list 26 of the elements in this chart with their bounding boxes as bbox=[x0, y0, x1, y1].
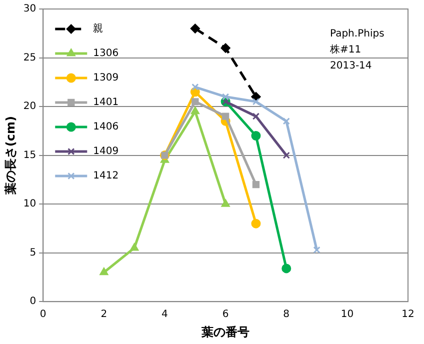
annotation: 2013-14 bbox=[330, 60, 372, 72]
x-tick-label: 0 bbox=[40, 309, 46, 320]
legend-label: 1306 bbox=[93, 48, 119, 60]
y-tick-label: 10 bbox=[23, 198, 36, 210]
legend-label: 1309 bbox=[93, 72, 119, 84]
legend-label: 1409 bbox=[93, 146, 119, 158]
x-axis-title: 葉の番号 bbox=[200, 324, 250, 339]
x-tick-label: 10 bbox=[340, 309, 354, 320]
annotation: 株#11 bbox=[329, 44, 362, 56]
y-tick-label: 0 bbox=[30, 296, 36, 308]
y-tick-label: 5 bbox=[30, 247, 36, 258]
legend-label: 1401 bbox=[93, 97, 119, 108]
y-tick-label: 15 bbox=[23, 150, 36, 161]
x-tick-label: 12 bbox=[402, 309, 414, 320]
x-tick-label: 6 bbox=[222, 309, 229, 320]
legend-label: 1406 bbox=[93, 122, 119, 133]
y-tick-label: 30 bbox=[23, 4, 36, 15]
annotation: Paph.Phips bbox=[330, 28, 384, 40]
legend-label: 親 bbox=[93, 22, 104, 35]
legend-label: 1412 bbox=[93, 170, 119, 182]
y-axis-title: 葉の長さ(cm) bbox=[3, 116, 18, 196]
x-tick-label: 2 bbox=[100, 309, 108, 320]
x-tick-label: 8 bbox=[283, 309, 290, 320]
y-tick-label: 20 bbox=[23, 101, 36, 112]
x-tick-label: 4 bbox=[162, 309, 168, 320]
y-tick-label: 25 bbox=[23, 52, 36, 64]
